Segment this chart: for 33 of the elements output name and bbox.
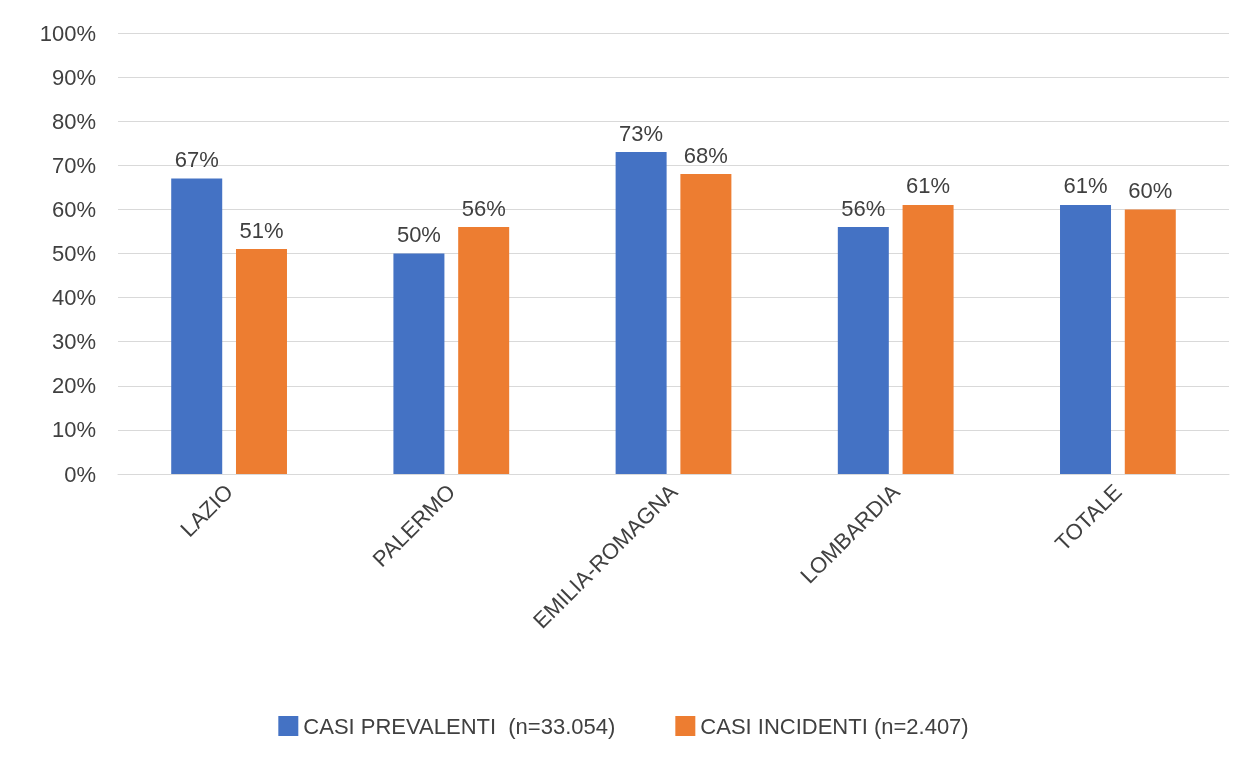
data-label: 61%	[1063, 173, 1108, 199]
bar	[1124, 209, 1176, 474]
y-tick-label: 10%	[51, 417, 96, 443]
data-label: 68%	[683, 142, 728, 168]
bar	[1060, 204, 1112, 474]
bar	[171, 178, 223, 474]
bar	[393, 253, 445, 474]
data-label: 73%	[619, 120, 664, 146]
data-label: 60%	[1128, 177, 1173, 203]
y-tick-label: 50%	[51, 241, 96, 266]
bar	[902, 204, 954, 474]
bar	[680, 174, 732, 474]
data-label: 61%	[906, 173, 951, 199]
y-tick-label: 90%	[51, 64, 96, 90]
bar	[615, 152, 667, 474]
data-label: 56%	[841, 195, 886, 221]
legend-label: CASI PREVALENTI (n=33.054)	[303, 713, 616, 739]
data-label: 50%	[396, 222, 441, 247]
y-tick-label: 0%	[64, 461, 96, 487]
y-tick-label: 60%	[51, 196, 96, 222]
y-tick-label: 80%	[51, 108, 96, 134]
y-tick-label: 20%	[51, 373, 96, 399]
legend-label: CASI INCIDENTI (n=2.407)	[700, 713, 969, 739]
bar	[458, 227, 510, 474]
y-tick-label: 30%	[51, 329, 96, 355]
y-tick-label: 40%	[51, 285, 96, 311]
y-tick-label: 70%	[51, 152, 96, 178]
data-label: 56%	[461, 195, 506, 221]
bar	[837, 227, 889, 474]
data-label: 67%	[174, 147, 219, 173]
bar	[235, 249, 287, 474]
data-label: 51%	[239, 217, 284, 243]
y-tick-label: 100%	[39, 20, 96, 46]
